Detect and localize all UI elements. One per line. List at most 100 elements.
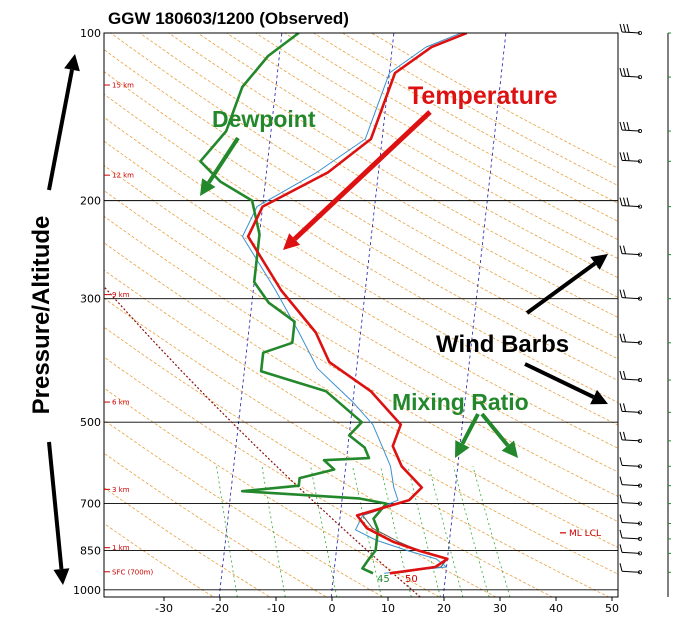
wind-barb-staff bbox=[621, 484, 641, 487]
wind-barb bbox=[619, 333, 671, 345]
wind-barb-staff bbox=[621, 439, 641, 442]
dry-adiabat bbox=[104, 93, 618, 403]
dry-adiabat bbox=[104, 269, 618, 575]
mixing-ratio-line bbox=[352, 466, 382, 597]
mixing-ratio-line bbox=[261, 466, 286, 597]
wind-barb-staff bbox=[621, 341, 641, 344]
lcl-label: ML LCL bbox=[569, 529, 601, 539]
arrow-mixing-ratio-left-head bbox=[455, 440, 470, 458]
x-tick-label: 0 bbox=[329, 602, 336, 615]
arrow-temperature bbox=[283, 110, 432, 250]
arrow-mixing-ratio-right bbox=[480, 412, 518, 458]
x-tick-label: -10 bbox=[267, 602, 285, 615]
wind-barb bbox=[619, 476, 671, 488]
wind-barb-flag bbox=[619, 152, 623, 161]
arrow-pressure-up bbox=[47, 54, 80, 191]
x-tick-label: 10 bbox=[381, 602, 395, 615]
arrow-dewpoint bbox=[200, 136, 240, 196]
mixing-ratio-line bbox=[310, 466, 338, 597]
wind-barb-staff bbox=[621, 205, 641, 208]
dry-adiabat bbox=[104, 242, 618, 548]
annotation-dewpoint: Dewpoint bbox=[212, 106, 316, 132]
x-tick-label: -30 bbox=[155, 602, 173, 615]
wind-barb-flag bbox=[626, 67, 630, 77]
arrow-dewpoint-head bbox=[200, 178, 216, 196]
annotation-wind-barbs: Wind Barbs bbox=[436, 331, 569, 358]
wind-barb-flag bbox=[619, 197, 623, 206]
wind-barb bbox=[619, 289, 671, 301]
mixing-ratio-line bbox=[472, 466, 511, 597]
wind-barb-flag bbox=[619, 121, 623, 131]
wind-barb-flag bbox=[619, 289, 623, 298]
wind-barb bbox=[619, 457, 671, 469]
wind-barb-flag bbox=[619, 563, 623, 572]
wind-barb bbox=[619, 121, 671, 134]
isotherm-line bbox=[330, 33, 395, 597]
wind-barb bbox=[619, 67, 671, 80]
arrow-pressure-up-head bbox=[64, 54, 80, 72]
wind-barb-staff bbox=[621, 537, 641, 540]
dry-adiabat bbox=[104, 522, 215, 597]
y-tick-label: 1000 bbox=[73, 584, 101, 597]
wind-barb bbox=[619, 563, 671, 575]
wind-barb-flag bbox=[623, 121, 626, 131]
arrow-pressure-down bbox=[47, 441, 70, 585]
isotherm-line bbox=[218, 33, 283, 597]
plot-background bbox=[104, 33, 618, 597]
wind-barb-flag bbox=[619, 544, 623, 553]
arrow-pressure-up-shaft bbox=[47, 69, 74, 191]
chart-title: GGW 180603/1200 (Observed) bbox=[108, 9, 349, 28]
wind-barb-flag bbox=[623, 67, 626, 77]
wind-barb-flag bbox=[626, 23, 630, 33]
dry-adiabat bbox=[110, 33, 618, 339]
arrow-temperature-shaft bbox=[292, 110, 432, 241]
wind-barb-flag bbox=[623, 431, 626, 440]
wind-barbs bbox=[619, 23, 671, 575]
arrow-wind-barbs-up-shaft bbox=[525, 261, 597, 315]
annotation-mixing-ratio: Mixing Ratio bbox=[392, 389, 529, 415]
mixing-ratio-label: 50 bbox=[405, 574, 418, 585]
arrow-dewpoint-shaft bbox=[207, 136, 240, 184]
x-tick-label: 20 bbox=[437, 602, 451, 615]
wind-barb-flag bbox=[619, 23, 623, 33]
wind-barb-flag bbox=[626, 152, 630, 161]
wind-barb-flag bbox=[619, 67, 623, 77]
wind-barb-staff bbox=[621, 464, 641, 467]
height-label: 1 km bbox=[112, 544, 130, 552]
wind-barb-flag bbox=[619, 529, 623, 539]
dry-adiabat bbox=[284, 33, 618, 222]
wind-barb-flag bbox=[619, 431, 623, 440]
arrow-mixing-ratio-left bbox=[455, 413, 480, 458]
dry-adiabat bbox=[104, 387, 441, 597]
arrow-pressure-down-shaft bbox=[47, 441, 64, 570]
y-tick-label: 300 bbox=[80, 293, 101, 306]
dry-adiabat bbox=[104, 452, 328, 597]
y-tick-label: 100 bbox=[80, 27, 101, 40]
wind-barb-flag bbox=[623, 245, 626, 254]
y-tick-label: 500 bbox=[80, 416, 101, 429]
mixing-ratio-line bbox=[216, 466, 238, 597]
dry-adiabat bbox=[104, 140, 618, 449]
x-tick-label: 40 bbox=[549, 602, 563, 615]
mixing-ratio-label: 45 bbox=[377, 574, 390, 585]
wind-barb bbox=[619, 370, 671, 383]
wind-barb bbox=[619, 494, 671, 506]
arrow-wind-barbs-up bbox=[525, 254, 608, 315]
x-tick-label: -20 bbox=[211, 602, 229, 615]
wind-barb-staff bbox=[621, 410, 641, 413]
height-label: 9 km bbox=[112, 291, 130, 299]
dry-adiabat bbox=[342, 33, 618, 187]
annotation-pressure-altitude: Pressure/Altitude bbox=[28, 216, 55, 415]
isotherm-line bbox=[442, 33, 507, 597]
arrow-pressure-down-head bbox=[53, 568, 70, 585]
dry-adiabat bbox=[168, 33, 618, 298]
x-tick-label: 50 bbox=[605, 602, 619, 615]
dry-adiabat bbox=[104, 356, 497, 597]
wind-barb-staff bbox=[621, 502, 641, 505]
dry-adiabat bbox=[104, 190, 618, 497]
annotations: Temperature Dewpoint Wind Barbs Mixing Rati… bbox=[28, 54, 608, 585]
wind-barb-flag bbox=[619, 370, 623, 380]
height-label: 12 km bbox=[112, 172, 134, 180]
wind-barb-staff bbox=[621, 159, 641, 162]
